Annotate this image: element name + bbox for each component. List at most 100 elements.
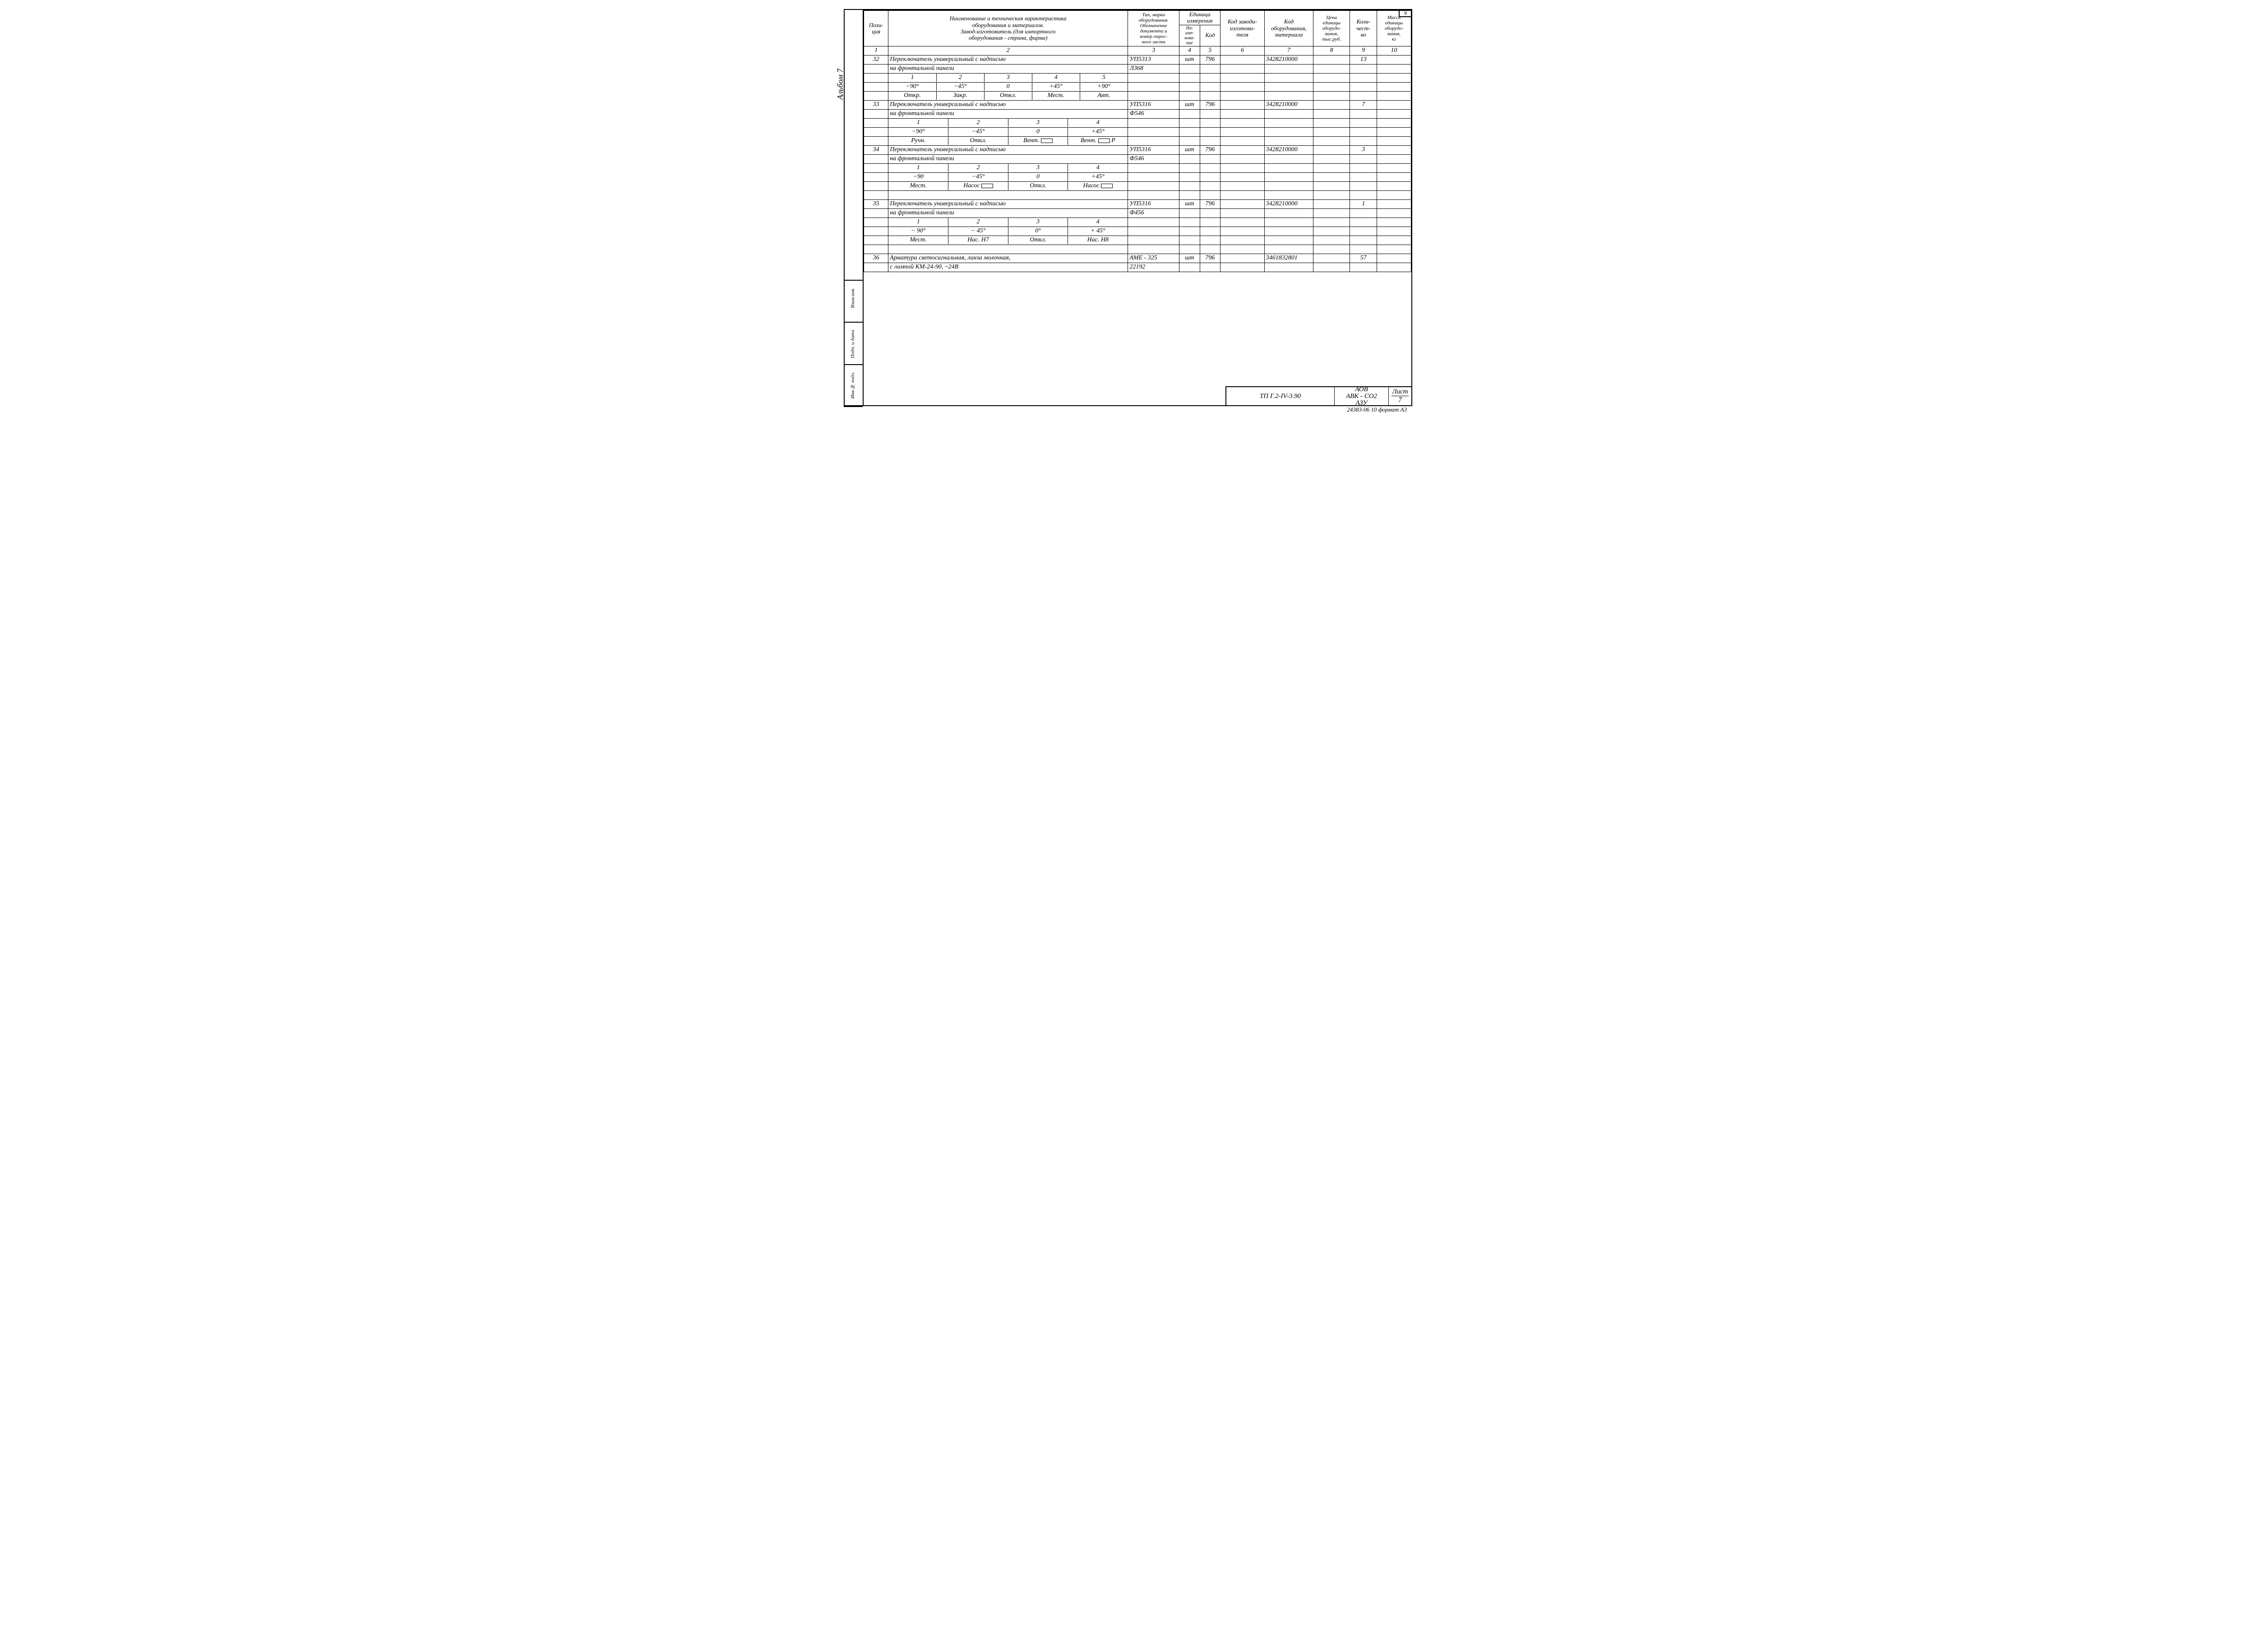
table-row: на фронтальной панелиФ456 <box>864 208 1411 217</box>
cell-c3: Ф546 <box>1128 154 1179 163</box>
cell-c8 <box>1313 254 1350 263</box>
table-row: 32Переключатель универсальный с надписью… <box>864 55 1411 64</box>
side-box-vzam: Взам.инв. <box>844 280 863 323</box>
cell-position <box>864 208 888 217</box>
cell-position: 34 <box>864 145 888 154</box>
cell-description: на фронтальной панели <box>888 109 1128 118</box>
cell-c9 <box>1350 127 1377 136</box>
cell-c6 <box>1220 227 1265 236</box>
col-header-unit-code: Код <box>1200 25 1220 46</box>
table-row: 35Переключатель универсальный с надписью… <box>864 199 1411 208</box>
cell-c5 <box>1200 73 1220 82</box>
cell-c8 <box>1313 208 1350 217</box>
cell-c3: Ф456 <box>1128 208 1179 217</box>
cell-c6 <box>1220 91 1265 100</box>
subcode: АВК - СО2 <box>1346 393 1377 400</box>
cell-c6 <box>1220 245 1265 254</box>
sub-cell: 1 <box>888 119 948 127</box>
col-header-unit: Единицаизмерения <box>1179 10 1220 25</box>
side-stamp-boxes: Взам.инв. Подп. и дата Инв.№ подл. <box>844 280 863 406</box>
cell-c5 <box>1200 208 1220 217</box>
sub-cell: Насос <box>948 182 1008 190</box>
cell-c7 <box>1264 217 1313 227</box>
cell-c10 <box>1377 82 1411 91</box>
col-header-factory-code: Код завода-изготови-теля <box>1220 10 1265 46</box>
cell-c8 <box>1313 109 1350 118</box>
sub-cell: Нас. Н8 <box>1068 236 1128 244</box>
sheet-number: 7 <box>1398 396 1402 404</box>
cell-position <box>864 181 888 190</box>
cell-c3 <box>1128 163 1179 172</box>
colnum: 8 <box>1313 46 1350 55</box>
table-row: на фронтальной панелиФ546 <box>864 109 1411 118</box>
cell-description: Переключатель универсальный с надписью <box>888 55 1128 64</box>
cell-description: −90°−45°0+45° <box>888 127 1128 136</box>
sheet-number-box: Лист 7 <box>1389 387 1411 405</box>
sub-cell: Ручн. <box>888 137 948 145</box>
cell-position <box>864 227 888 236</box>
sub-cell: +45° <box>1032 83 1080 91</box>
sub-cell: Авт. <box>1080 92 1128 100</box>
cell-c7: 3428210000 <box>1264 145 1313 154</box>
cell-position <box>864 172 888 181</box>
colnum: 2 <box>888 46 1128 55</box>
col-header-mass: Массаединицыоборудо-вания,кг <box>1377 10 1411 46</box>
cell-c9: 3 <box>1350 145 1377 154</box>
table-row: 33Переключатель универсальный с надписью… <box>864 100 1411 109</box>
table-row: на фронтальной панелиФ546 <box>864 154 1411 163</box>
cell-c6 <box>1220 254 1265 263</box>
table-row: Мест.Насос Откл.Насос <box>864 181 1411 190</box>
table-header: Пози-ция Наименование и техническая хара… <box>864 10 1411 55</box>
cell-c6 <box>1220 154 1265 163</box>
side-box-label: Подп. и дата <box>850 330 855 358</box>
cell-c7 <box>1264 245 1313 254</box>
cell-c9 <box>1350 163 1377 172</box>
table-row: 36Арматура светосигнальная, линза молочн… <box>864 254 1411 263</box>
cell-c3 <box>1128 82 1179 91</box>
cell-c4 <box>1179 190 1200 199</box>
cell-c10 <box>1377 172 1411 181</box>
cell-c3 <box>1128 172 1179 181</box>
cell-c6 <box>1220 118 1265 127</box>
table-row: с лампой КМ-24-90, ~24В22192 <box>864 263 1411 272</box>
colnum: 1 <box>864 46 888 55</box>
cell-c9 <box>1350 245 1377 254</box>
cell-c3 <box>1128 217 1179 227</box>
table-row: 12345 <box>864 73 1411 82</box>
table-row: Ручн.Откл.Вент. Вент. Р <box>864 136 1411 145</box>
col-header-unit-name: На-име-нова-ние <box>1179 25 1200 46</box>
subcode: АОВ <box>1355 386 1368 393</box>
cell-description: −90°−45°0+45°+90° <box>888 82 1128 91</box>
cell-c5 <box>1200 190 1220 199</box>
cell-c3 <box>1128 181 1179 190</box>
cell-c10 <box>1377 154 1411 163</box>
cell-c9 <box>1350 118 1377 127</box>
sub-cell: −90° <box>888 128 948 136</box>
cell-c8 <box>1313 217 1350 227</box>
cell-description: на фронтальной панели <box>888 208 1128 217</box>
cell-c10 <box>1377 127 1411 136</box>
sub-cell: Закр. <box>936 92 984 100</box>
cell-c3: УП5316 <box>1128 199 1179 208</box>
cell-c10 <box>1377 100 1411 109</box>
cell-c4: шт <box>1179 199 1200 208</box>
cell-c3: УП5316 <box>1128 100 1179 109</box>
cell-c3 <box>1128 136 1179 145</box>
cell-position: 33 <box>864 100 888 109</box>
cell-c9: 13 <box>1350 55 1377 64</box>
cell-c9 <box>1350 82 1377 91</box>
cell-c4 <box>1179 217 1200 227</box>
cell-c6 <box>1220 172 1265 181</box>
cell-position: 36 <box>864 254 888 263</box>
cell-c4: шт <box>1179 100 1200 109</box>
footer-note: 24383-06 10 формат А3 <box>1347 406 1407 413</box>
cell-c6 <box>1220 199 1265 208</box>
cell-c9 <box>1350 154 1377 163</box>
album-label: Альбом 7 <box>836 69 845 100</box>
cell-position <box>864 190 888 199</box>
cell-description: на фронтальной панели <box>888 64 1128 73</box>
cell-description: с лампой КМ-24-90, ~24В <box>888 263 1128 272</box>
column-numbers-row: 1 2 3 4 5 6 7 8 9 10 <box>864 46 1411 55</box>
cell-c3: 22192 <box>1128 263 1179 272</box>
cell-description <box>888 190 1128 199</box>
